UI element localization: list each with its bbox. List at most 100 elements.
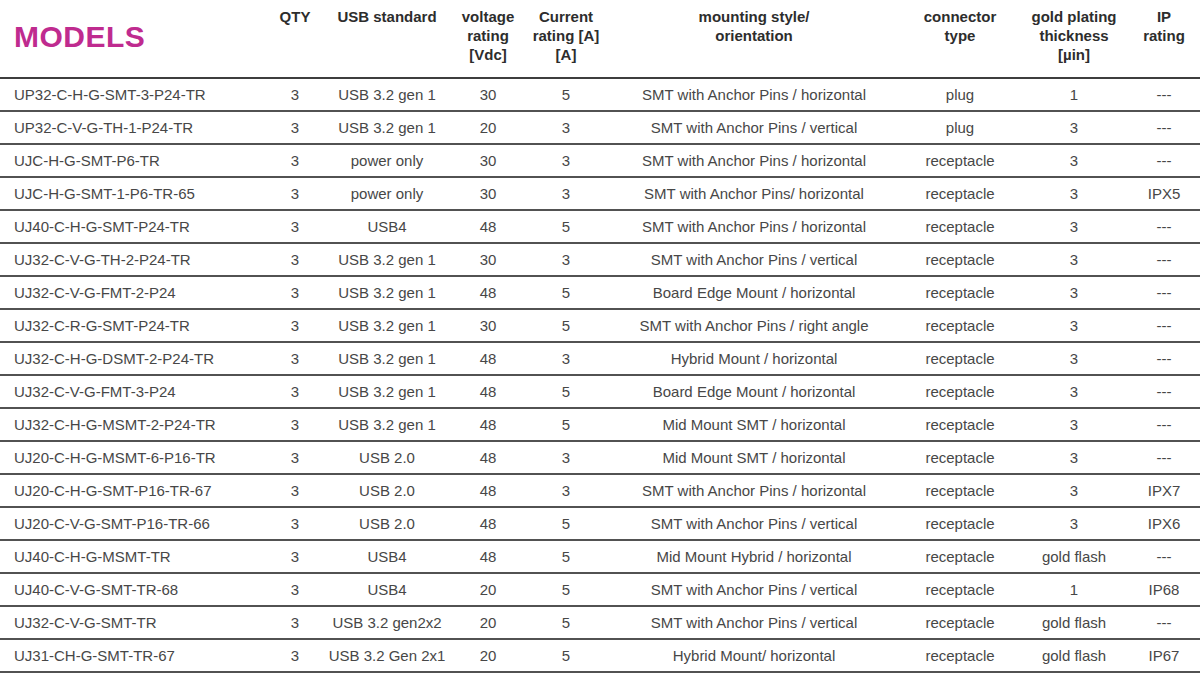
cell-voltage-rating: 20 (452, 111, 524, 144)
col-header-connector-type: connector type (900, 0, 1020, 78)
col-header-current-rating: Current rating [A] [A] (524, 0, 608, 78)
cell-usb-standard: power only (322, 177, 452, 210)
cell-current-rating: 3 (524, 144, 608, 177)
table-row: UJ40-C-H-G-MSMT-TR 3 USB4 48 5 Mid Mount… (0, 540, 1200, 573)
cell-mounting-style: SMT with Anchor Pins / horizontal (608, 78, 900, 111)
cell-mounting-style: Mid Mount SMT / horizontal (608, 408, 900, 441)
cell-usb-standard: USB 2.0 (322, 474, 452, 507)
cell-connector-type: receptacle (900, 573, 1020, 606)
cell-gold-plating: 3 (1020, 111, 1128, 144)
cell-gold-plating: 3 (1020, 342, 1128, 375)
cell-usb-standard: USB 3.2 gen 1 (322, 111, 452, 144)
cell-connector-type: receptacle (900, 606, 1020, 639)
cell-qty: 3 (268, 210, 322, 243)
cell-connector-type: receptacle (900, 177, 1020, 210)
col-header-mounting-style: mounting style/ orientation (608, 0, 900, 78)
cell-ip-rating: IPX7 (1128, 474, 1200, 507)
cell-connector-type: plug (900, 78, 1020, 111)
cell-model: UP32-C-H-G-SMT-3-P24-TR (0, 78, 268, 111)
cell-model: UJ20-C-V-G-SMT-P16-TR-66 (0, 507, 268, 540)
cell-qty: 3 (268, 408, 322, 441)
cell-usb-standard: USB 2.0 (322, 507, 452, 540)
cell-current-rating: 5 (524, 309, 608, 342)
cell-qty: 3 (268, 78, 322, 111)
cell-current-rating: 5 (524, 210, 608, 243)
col-header-voltage-rating: voltage rating [Vdc] (452, 0, 524, 78)
cell-current-rating: 3 (524, 342, 608, 375)
cell-qty: 3 (268, 606, 322, 639)
cell-mounting-style: Board Edge Mount / horizontal (608, 276, 900, 309)
cell-mounting-style: SMT with Anchor Pins / vertical (608, 243, 900, 276)
cell-usb-standard: USB 3.2 gen 1 (322, 276, 452, 309)
cell-ip-rating: IPX5 (1128, 177, 1200, 210)
cell-ip-rating: --- (1128, 540, 1200, 573)
cell-current-rating: 5 (524, 276, 608, 309)
cell-gold-plating: 1 (1020, 573, 1128, 606)
table-row: UJ32-C-H-G-DSMT-2-P24-TR 3 USB 3.2 gen 1… (0, 342, 1200, 375)
cell-model: UJ32-C-H-G-DSMT-2-P24-TR (0, 342, 268, 375)
table-row: UP32-C-V-G-TH-1-P24-TR 3 USB 3.2 gen 1 2… (0, 111, 1200, 144)
cell-connector-type: receptacle (900, 276, 1020, 309)
cell-usb-standard: USB 2.0 (322, 441, 452, 474)
cell-mounting-style: SMT with Anchor Pins / horizontal (608, 210, 900, 243)
cell-voltage-rating: 30 (452, 144, 524, 177)
cell-ip-rating: --- (1128, 144, 1200, 177)
cell-ip-rating: --- (1128, 111, 1200, 144)
table-row: UJ40-C-V-G-SMT-TR-68 3 USB4 20 5 SMT wit… (0, 573, 1200, 606)
cell-model: UP32-C-V-G-TH-1-P24-TR (0, 111, 268, 144)
cell-voltage-rating: 30 (452, 78, 524, 111)
cell-connector-type: receptacle (900, 375, 1020, 408)
cell-ip-rating: --- (1128, 408, 1200, 441)
cell-gold-plating: 3 (1020, 309, 1128, 342)
cell-voltage-rating: 48 (452, 375, 524, 408)
cell-ip-rating: --- (1128, 342, 1200, 375)
cell-usb-standard: USB 3.2 Gen 2x1 (322, 639, 452, 672)
cell-connector-type: receptacle (900, 540, 1020, 573)
cell-usb-standard: USB 3.2 gen 1 (322, 78, 452, 111)
cell-current-rating: 5 (524, 573, 608, 606)
cell-connector-type: receptacle (900, 639, 1020, 672)
cell-mounting-style: SMT with Anchor Pins / horizontal (608, 474, 900, 507)
cell-usb-standard: USB 3.2 gen 1 (322, 243, 452, 276)
cell-current-rating: 3 (524, 474, 608, 507)
cell-ip-rating: --- (1128, 375, 1200, 408)
cell-current-rating: 5 (524, 408, 608, 441)
cell-connector-type: plug (900, 111, 1020, 144)
cell-model: UJ32-C-H-G-MSMT-2-P24-TR (0, 408, 268, 441)
cell-current-rating: 3 (524, 111, 608, 144)
cell-connector-type: receptacle (900, 408, 1020, 441)
table-row: UJ32-C-V-G-SMT-TR 3 USB 3.2 gen2x2 20 5 … (0, 606, 1200, 639)
cell-model: UJ32-C-R-G-SMT-P24-TR (0, 309, 268, 342)
cell-gold-plating: 3 (1020, 276, 1128, 309)
cell-model: UJ40-C-H-G-MSMT-TR (0, 540, 268, 573)
cell-gold-plating: 3 (1020, 474, 1128, 507)
cell-voltage-rating: 48 (452, 408, 524, 441)
cell-current-rating: 3 (524, 441, 608, 474)
cell-mounting-style: SMT with Anchor Pins / vertical (608, 573, 900, 606)
cell-model: UJ32-C-V-G-FMT-3-P24 (0, 375, 268, 408)
cell-current-rating: 5 (524, 78, 608, 111)
cell-current-rating: 3 (524, 243, 608, 276)
col-header-usb-standard: USB standard (322, 0, 452, 78)
cell-gold-plating: gold flash (1020, 606, 1128, 639)
table-row: UJ20-C-H-G-MSMT-6-P16-TR 3 USB 2.0 48 3 … (0, 441, 1200, 474)
cell-mounting-style: SMT with Anchor Pins / vertical (608, 606, 900, 639)
col-header-qty: QTY (268, 0, 322, 78)
cell-ip-rating: --- (1128, 276, 1200, 309)
cell-model: UJ40-C-H-G-SMT-P24-TR (0, 210, 268, 243)
cell-usb-standard: USB 3.2 gen 1 (322, 375, 452, 408)
cell-ip-rating: IP68 (1128, 573, 1200, 606)
cell-mounting-style: Board Edge Mount / horizontal (608, 375, 900, 408)
cell-mounting-style: Mid Mount SMT / horizontal (608, 441, 900, 474)
cell-current-rating: 3 (524, 177, 608, 210)
col-header-ip-rating: IP rating (1128, 0, 1200, 78)
cell-voltage-rating: 20 (452, 606, 524, 639)
cell-qty: 3 (268, 177, 322, 210)
cell-ip-rating: --- (1128, 606, 1200, 639)
cell-usb-standard: USB4 (322, 210, 452, 243)
cell-model: UJ32-C-V-G-FMT-2-P24 (0, 276, 268, 309)
models-table: MODELS QTY USB standard voltage rating [… (0, 0, 1200, 673)
cell-gold-plating: 1 (1020, 78, 1128, 111)
cell-model: UJ32-C-V-G-TH-2-P24-TR (0, 243, 268, 276)
cell-voltage-rating: 48 (452, 474, 524, 507)
